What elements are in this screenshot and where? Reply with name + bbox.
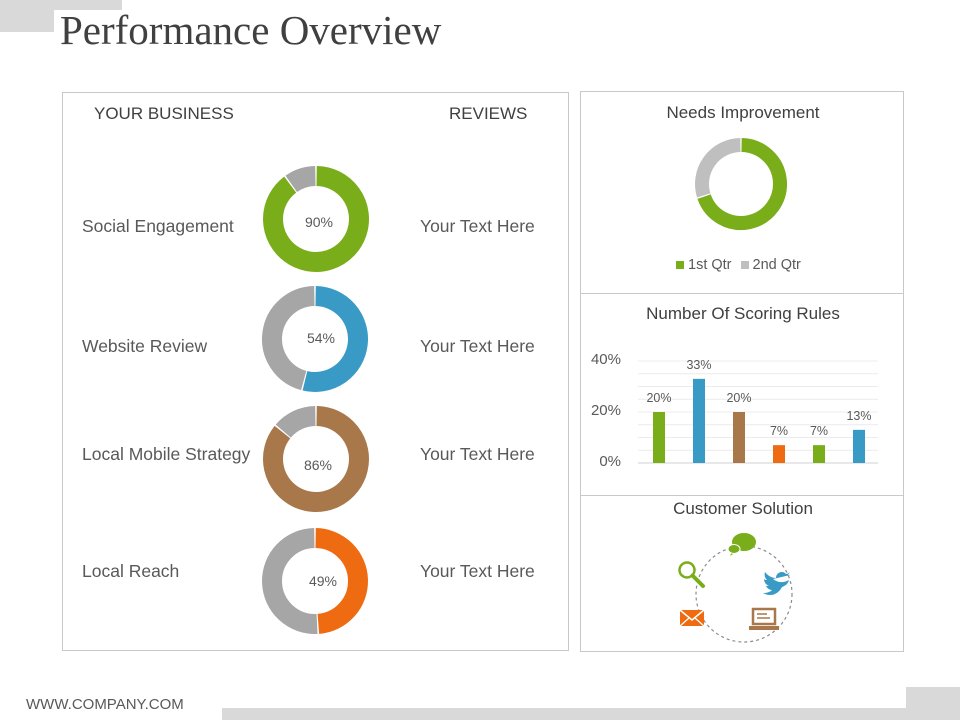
donut-remainder-segment <box>285 166 317 193</box>
y-tick-label: 0% <box>599 453 621 470</box>
donut-percent-label: 54% <box>306 330 336 346</box>
y-tick-label: 40% <box>590 351 621 368</box>
bar-data-label: 20% <box>726 391 752 405</box>
y-tick-label: 20% <box>590 402 621 419</box>
bar <box>693 378 705 463</box>
twitter-icon <box>763 572 790 595</box>
row-label-local-reach: Local Reach <box>82 561 180 581</box>
bar-data-label: 20% <box>646 391 672 405</box>
pie-slice-2nd-qtr <box>695 138 741 198</box>
legend-swatch <box>740 261 749 269</box>
legend-label: 1st Qtr <box>688 257 732 273</box>
scoring-rules-title: Number Of Scoring Rules <box>646 304 840 323</box>
donut-percent-label: 90% <box>304 214 334 230</box>
legend-item-2nd-qtr: 2nd Qtr <box>740 257 801 273</box>
corner-decoration-bar <box>0 0 122 10</box>
footer-corner-box <box>906 687 960 720</box>
bar-data-label: 7% <box>769 424 789 439</box>
review-text: Your Text Here <box>420 216 535 236</box>
business-reviews-panel: YOUR BUSINESS REVIEWS Social Engagement … <box>62 92 569 651</box>
bar <box>773 445 785 463</box>
legend-label: 2nd Qtr <box>752 257 801 273</box>
customer-solution-panel: Customer Solution <box>580 495 904 652</box>
header-your-business: YOUR BUSINESS <box>94 104 234 123</box>
bar-chart-svg <box>638 360 878 464</box>
footer-bar <box>222 708 906 720</box>
donut-percent-label: 86% <box>303 457 333 473</box>
donut-remainder-segment <box>275 406 317 439</box>
legend-item-1st-qtr: 1st Qtr <box>676 257 732 273</box>
customer-solution-title: Customer Solution <box>673 499 813 518</box>
donut-percent-label: 49% <box>308 573 338 589</box>
bar <box>853 429 865 463</box>
scoring-rules-panel: Number Of Scoring Rules 0% 20% 40% 20% 33% 20… <box>580 293 904 496</box>
email-icon <box>679 609 705 627</box>
donut-social-engagement <box>263 166 369 272</box>
donut-value-segment <box>263 406 369 512</box>
donut-remainder-segment <box>262 528 318 634</box>
footer-website: WWW.COMPANY.COM <box>26 696 184 713</box>
bar-data-label: 7% <box>809 424 829 439</box>
donut-remainder-segment <box>262 286 316 391</box>
review-text: Your Text Here <box>420 561 535 581</box>
search-icon <box>678 561 705 588</box>
row-label-local-mobile-strategy: Local Mobile Strategy <box>82 444 251 464</box>
scoring-rules-chart: 0% 20% 40% 20% 33% 20% 7% 7% 13% <box>581 294 903 494</box>
bar-data-label: 33% <box>686 357 712 372</box>
bar <box>653 412 665 463</box>
donut-value-segment <box>314 528 368 634</box>
cycle-ring <box>695 545 793 643</box>
donut-value-segment <box>302 286 368 392</box>
review-text: Your Text Here <box>420 336 535 356</box>
donut-local-reach <box>262 528 368 634</box>
needs-improvement-legend: 1st Qtr 2nd Qtr <box>676 257 810 273</box>
legend-swatch <box>676 261 684 269</box>
donut-website-review <box>262 286 368 392</box>
needs-improvement-panel: Needs Improvement 1st Qtr 2nd Qtr <box>580 91 904 294</box>
needs-improvement-title: Needs Improvement <box>666 103 820 122</box>
bar-data-label: 13% <box>846 408 872 423</box>
bar <box>733 412 745 463</box>
donut-local-mobile-strategy <box>263 406 369 512</box>
laptop-icon <box>749 607 779 630</box>
row-label-website-review: Website Review <box>82 336 208 356</box>
pie-slice-1st-qtr <box>697 138 787 230</box>
needs-improvement-donut <box>695 138 787 230</box>
page-title: Performance Overview <box>60 7 442 53</box>
review-text: Your Text Here <box>420 444 535 464</box>
row-label-social-engagement: Social Engagement <box>82 216 234 236</box>
header-reviews: REVIEWS <box>449 104 528 123</box>
customer-solution-cycle <box>678 533 793 643</box>
bar <box>813 445 825 463</box>
chat-icon <box>727 533 756 556</box>
donut-value-segment <box>263 166 369 272</box>
